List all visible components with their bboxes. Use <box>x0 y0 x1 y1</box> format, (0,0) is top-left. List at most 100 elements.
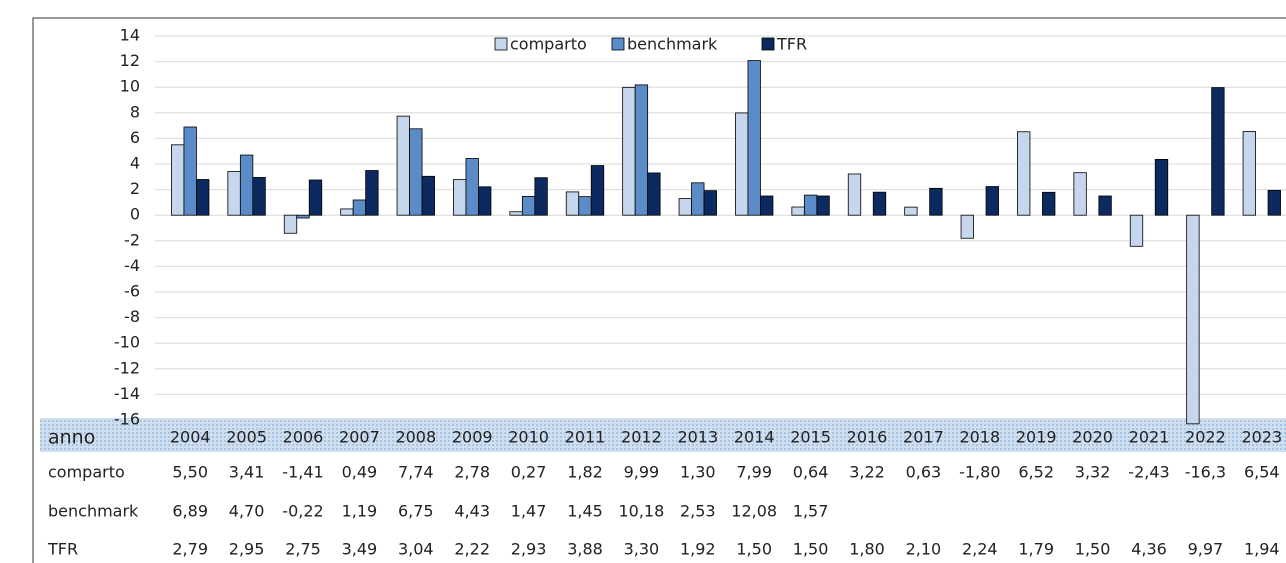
x-tick-label: 2008 <box>395 428 436 447</box>
table-cell: 2,22 <box>454 540 490 559</box>
table-cell: 1,45 <box>567 502 603 521</box>
table-cell: 0,49 <box>342 463 378 482</box>
table-cell: 1,30 <box>680 463 716 482</box>
table-cell: -1,41 <box>282 463 323 482</box>
chart-frame <box>32 17 1286 563</box>
table-cell: 3,32 <box>1075 463 1111 482</box>
table-cell: 4,43 <box>454 502 490 521</box>
y-tick-label: -4 <box>124 256 140 275</box>
table-cell: 1,79 <box>1018 540 1054 559</box>
bar <box>791 206 805 216</box>
bar <box>1211 87 1225 216</box>
x-tick-label: 2020 <box>1072 428 1113 447</box>
bar <box>622 86 636 216</box>
table-cell: 6,89 <box>172 502 208 521</box>
table-cell: 2,10 <box>906 540 942 559</box>
bar <box>465 158 479 216</box>
table-cell: 3,88 <box>567 540 603 559</box>
table-header-label: anno <box>48 427 95 449</box>
y-tick-label: 0 <box>130 205 140 224</box>
legend-swatch <box>611 37 625 51</box>
bar <box>283 214 298 234</box>
table-cell: 1,19 <box>342 502 378 521</box>
table-cell: 12,08 <box>731 502 777 521</box>
bar <box>816 195 830 216</box>
y-tick-label: 8 <box>130 102 140 121</box>
table-header-band <box>40 418 1286 452</box>
x-tick-label: 2006 <box>283 428 324 447</box>
x-tick-label: 2017 <box>903 428 944 447</box>
table-cell: -1,80 <box>959 463 1000 482</box>
x-tick-label: 2018 <box>959 428 1000 447</box>
table-row-label: TFR <box>47 540 78 559</box>
table-cell: 1,57 <box>793 502 829 521</box>
x-tick-label: 2021 <box>1129 428 1170 447</box>
table-cell: -0,22 <box>282 502 323 521</box>
bar <box>1042 191 1056 216</box>
table-cell: 1,47 <box>511 502 547 521</box>
bar <box>647 172 661 216</box>
y-tick-label: 6 <box>130 128 140 147</box>
y-tick-label: -14 <box>114 384 140 403</box>
table-cell: 3,49 <box>342 540 378 559</box>
bar <box>904 206 918 216</box>
table-cell: 1,82 <box>567 463 603 482</box>
bar <box>1267 189 1281 216</box>
bar <box>1154 158 1169 216</box>
bar <box>960 214 974 239</box>
table-cell: 7,74 <box>398 463 434 482</box>
bar <box>396 115 410 216</box>
x-tick-label: 2014 <box>734 428 775 447</box>
bar <box>421 175 435 216</box>
x-tick-label: 2005 <box>226 428 267 447</box>
legend-label: TFR <box>776 35 807 54</box>
legend-swatch <box>761 37 775 51</box>
table-cell: 6,52 <box>1018 463 1054 482</box>
bar <box>847 173 862 216</box>
bar <box>985 186 999 216</box>
x-tick-label: 2010 <box>508 428 549 447</box>
bar <box>308 179 323 216</box>
legend-swatch <box>494 37 508 51</box>
bar <box>534 177 548 216</box>
bar <box>747 60 761 216</box>
table-cell: 2,93 <box>511 540 547 559</box>
table-cell: 2,95 <box>229 540 265 559</box>
bar <box>521 195 536 216</box>
table-cell: 1,92 <box>680 540 716 559</box>
x-tick-label: 2009 <box>452 428 493 447</box>
bar <box>296 214 310 219</box>
table-cell: 6,75 <box>398 502 434 521</box>
bar <box>590 165 605 216</box>
table-cell: 1,50 <box>793 540 829 559</box>
bar <box>509 211 523 216</box>
bar <box>565 191 580 216</box>
bar <box>872 191 887 216</box>
y-tick-label: 14 <box>120 26 140 45</box>
y-tick-label: -6 <box>124 282 140 301</box>
bar <box>691 182 705 216</box>
bar <box>453 179 467 216</box>
table-cell: -16,3 <box>1185 463 1226 482</box>
table-cell: 2,75 <box>285 540 321 559</box>
bar <box>171 144 185 216</box>
y-tick-label: -2 <box>124 230 140 249</box>
table-cell: 9,97 <box>1188 540 1224 559</box>
table-cell: 7,99 <box>736 463 772 482</box>
y-tick-label: 10 <box>120 77 140 96</box>
legend-label: benchmark <box>627 35 718 54</box>
bar <box>634 84 649 216</box>
y-tick-label: -12 <box>114 358 140 377</box>
bar <box>227 171 241 216</box>
table-cell: 2,78 <box>454 463 490 482</box>
x-tick-label: 2013 <box>677 428 718 447</box>
table-cell: 4,36 <box>1131 540 1167 559</box>
bar <box>1129 214 1144 247</box>
bar <box>409 128 423 216</box>
x-tick-label: 2007 <box>339 428 380 447</box>
bar <box>703 190 717 216</box>
bar <box>1017 131 1031 216</box>
table-cell: 0,64 <box>793 463 829 482</box>
